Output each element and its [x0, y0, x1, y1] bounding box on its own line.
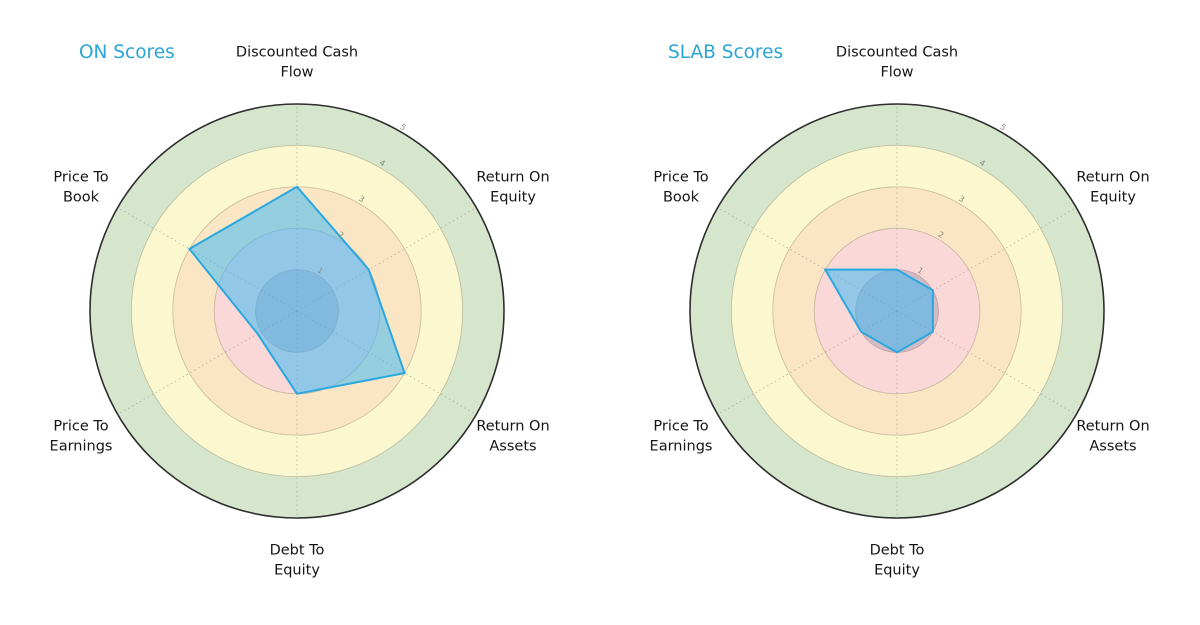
rtick-label: 2: [336, 230, 345, 240]
radar-panel-on: 1 2 3 4 5 ON Scores Discounted Cash Flow Ret…: [49, 42, 550, 579]
rtick-label: 3: [957, 194, 966, 204]
rtick-label: 1: [316, 266, 325, 276]
score-polygon: [823, 268, 934, 354]
chart-title-slab: SLAB Scores: [668, 42, 784, 63]
radar-panel-slab: 1 2 3 4 5 SLAB Scores Discounted Cash Flow R…: [600, 0, 1200, 625]
axis-label-price-to-earnings: Price To Earnings: [49, 418, 113, 455]
axis-label-return-on-assets: Return On Assets: [1076, 418, 1150, 455]
axis-label-debt-to-equity: Debt To Equity: [269, 542, 325, 579]
rtick-label: 2: [936, 230, 945, 240]
grid-spoke: [296, 207, 477, 312]
rtick-label: 4: [978, 158, 987, 168]
axis-label-price-to-earnings: Price To Earnings: [649, 418, 713, 455]
score-polygon: [187, 185, 406, 395]
ring-boundary: [813, 227, 981, 395]
axis-label-price-to-book: Price To Book: [53, 169, 109, 206]
axis-label-discounted-cash-flow: Discounted Cash Flow: [835, 44, 959, 81]
rtick-label: 5: [398, 122, 407, 132]
rtick-label: 1: [916, 266, 925, 276]
rtick-label: 5: [998, 122, 1007, 132]
ring-boundary: [730, 144, 1064, 478]
ring-boundary: [772, 186, 1022, 436]
radar-chart-on: 1 2 3 4 5: [89, 103, 505, 519]
ring-boundary: [130, 144, 464, 478]
axis-label-debt-to-equity: Debt To Equity: [869, 542, 925, 579]
rtick-label: 4: [378, 158, 387, 168]
grid-spoke: [117, 310, 298, 415]
grid-spoke: [896, 310, 1077, 415]
radar-chart-slab: 1 2 3 4 5: [689, 103, 1105, 519]
grid-spoke: [896, 207, 1077, 312]
axis-label-return-on-equity: Return On Equity: [476, 169, 550, 206]
outer-circle: [89, 103, 505, 519]
outer-circle: [689, 103, 1105, 519]
axis-label-discounted-cash-flow: Discounted Cash Flow: [235, 44, 359, 81]
axis-label-return-on-equity: Return On Equity: [1076, 169, 1150, 206]
chart-title-on: ON Scores: [79, 42, 175, 63]
rtick-label: 3: [357, 194, 366, 204]
axis-label-price-to-book: Price To Book: [653, 169, 709, 206]
axis-label-return-on-assets: Return On Assets: [476, 418, 550, 455]
